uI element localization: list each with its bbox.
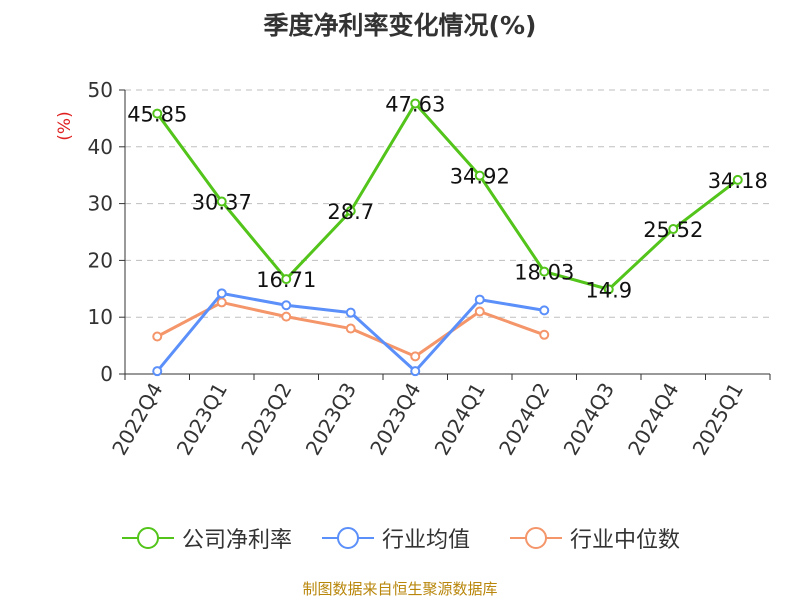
x-tick-label: 2025Q1 [688,379,748,460]
legend-marker-icon [122,527,174,549]
y-tick-label: 50 [88,78,113,102]
legend-label: 行业中位数 [570,528,681,553]
data-point [281,300,292,311]
legend-circle [337,527,359,549]
data-point [345,323,356,334]
x-tick-label: 2024Q1 [430,379,490,460]
legend-marker-icon [322,527,374,549]
data-label: 14.9 [585,278,632,302]
data-point [281,311,292,322]
y-tick-label: 0 [100,362,113,386]
series-line [156,101,739,291]
legend-item: 行业中位数 [510,518,680,558]
data-label: 30.37 [192,190,252,214]
x-tick-label: 2024Q3 [559,379,619,460]
legend-circle [525,527,547,549]
data-point [410,351,421,362]
data-point [410,366,421,377]
data-point [152,108,163,119]
data-point [281,274,292,285]
legend-item: 公司净利率 [122,518,292,558]
legend-circle [137,527,159,549]
data-point [216,288,227,299]
x-tick-label: 2023Q1 [172,379,232,460]
data-label: 47.63 [385,92,445,116]
data-label: 34.18 [708,169,768,193]
data-point [152,366,163,377]
legend-item: 行业均值 [322,518,470,558]
legend-label: 行业均值 [382,528,471,553]
x-tick-label: 2022Q4 [107,379,167,460]
x-tick-label: 2024Q4 [623,379,683,460]
data-point [345,307,356,318]
data-point [216,297,227,308]
data-label: 34.92 [450,165,510,189]
data-point [474,294,485,305]
data-label: 25.52 [643,218,703,242]
y-tick-label: 40 [88,135,113,159]
legend-label: 公司净利率 [182,528,293,553]
chart-title: 季度净利率变化情况(%) [263,11,537,40]
y-axis-label: (%) [55,111,75,140]
data-point [732,174,743,185]
data-point [410,98,421,109]
x-tick-label: 2024Q2 [494,379,554,460]
data-point [603,284,614,295]
x-tick-label: 2023Q3 [301,379,361,460]
y-tick-label: 30 [88,192,113,216]
data-point [539,329,550,340]
legend: 公司净利率 行业均值 行业中位数 [0,518,800,558]
data-point [539,266,550,277]
data-point [345,205,356,216]
legend-marker-icon [510,527,562,549]
data-point [152,331,163,342]
source-note: 制图数据来自恒生聚源数据库 [302,580,498,598]
data-label: 16.71 [256,268,316,292]
data-label: 18.03 [514,261,574,285]
x-tick-label: 2023Q2 [236,379,296,460]
y-tick-label: 10 [88,305,113,329]
data-label: 45.85 [127,103,187,127]
data-point [216,196,227,207]
data-point [539,305,550,316]
data-point [474,306,485,317]
y-tick-label: 20 [88,248,113,272]
data-point [668,224,679,235]
x-tick-label: 2023Q4 [365,379,425,460]
data-label: 28.7 [327,200,374,224]
data-point [474,170,485,181]
